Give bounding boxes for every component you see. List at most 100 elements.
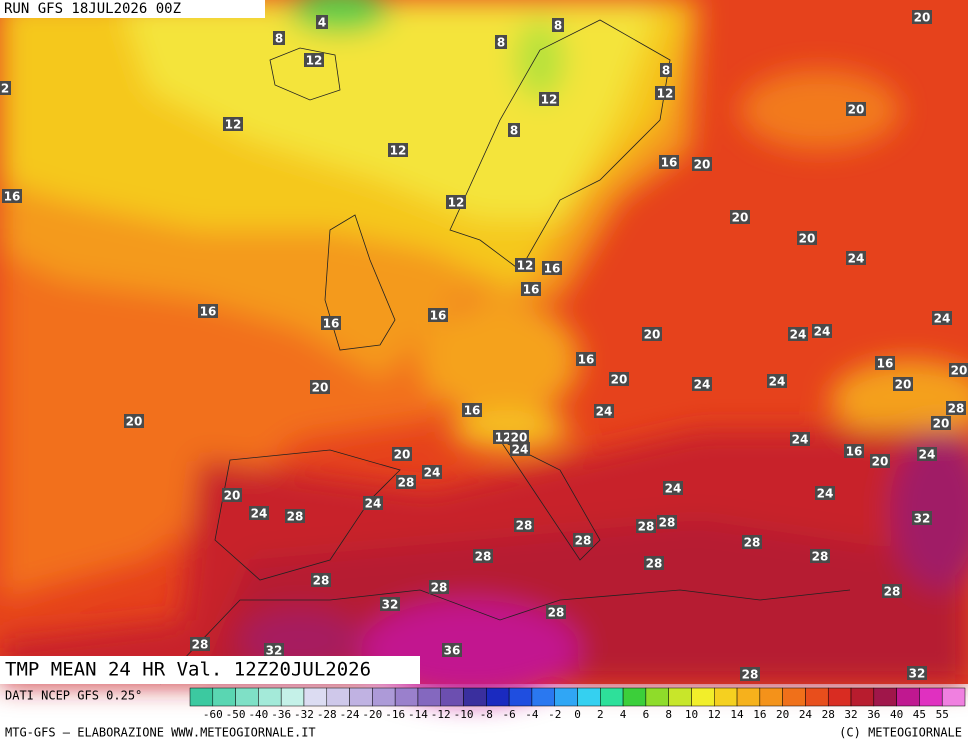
legend-swatch bbox=[873, 687, 897, 707]
legend-label: -60 bbox=[203, 708, 223, 721]
source: DATI NCEP GFS 0.25° bbox=[5, 689, 142, 703]
contour-label: 28 bbox=[948, 402, 965, 416]
credit-left: MTG-GFS — ELABORAZIONE WWW.METEOGIORNALE… bbox=[5, 726, 316, 740]
contour-label: 36 bbox=[444, 644, 461, 658]
contour-label-box bbox=[907, 666, 927, 680]
legend-swatch bbox=[258, 687, 282, 707]
legend-swatch bbox=[326, 687, 350, 707]
legend-label: -16 bbox=[385, 708, 405, 721]
contour-label-box bbox=[642, 327, 662, 341]
contour-label: 28 bbox=[287, 510, 304, 524]
contour-label-box bbox=[388, 143, 408, 157]
contour-label-box bbox=[510, 442, 530, 456]
legend-label: 12 bbox=[708, 708, 721, 721]
contour-label: 24 bbox=[694, 378, 711, 392]
legend-swatch bbox=[394, 687, 419, 707]
contour-label-box bbox=[812, 324, 832, 338]
legend-swatch bbox=[645, 687, 669, 707]
contour-label: 20 bbox=[312, 381, 329, 395]
contour-label-box bbox=[846, 102, 866, 116]
contour-label-box bbox=[509, 430, 529, 444]
legend-swatch bbox=[440, 687, 464, 707]
legend-swatch bbox=[714, 687, 738, 707]
legend-swatch bbox=[486, 687, 510, 707]
contour-label-box bbox=[846, 251, 866, 265]
legend-label: 40 bbox=[890, 708, 903, 721]
contour-label: 20 bbox=[224, 489, 241, 503]
contour-label: 20 bbox=[799, 232, 816, 246]
contour-label-box bbox=[636, 519, 656, 533]
legend-label: -40 bbox=[248, 708, 268, 721]
legend-label: 16 bbox=[753, 708, 766, 721]
legend-label: 0 bbox=[574, 708, 581, 721]
contour-label-box bbox=[692, 157, 712, 171]
legend-label: 10 bbox=[685, 708, 698, 721]
legend-swatch bbox=[736, 687, 761, 707]
legend-label: 8 bbox=[665, 708, 672, 721]
contour-label-box bbox=[663, 481, 683, 495]
contour-label: 12 bbox=[225, 118, 242, 132]
contour-label: 20 bbox=[895, 378, 912, 392]
contour-label: 12 bbox=[448, 196, 465, 210]
contour-label: 20 bbox=[848, 103, 865, 117]
contour-label-box bbox=[428, 308, 448, 322]
contour-label: 24 bbox=[814, 325, 831, 339]
contour-label: 28 bbox=[638, 520, 655, 534]
contour-label-box bbox=[273, 31, 285, 45]
legend-swatch bbox=[827, 687, 852, 707]
contour-label-box bbox=[363, 496, 383, 510]
contour-label: 8 bbox=[510, 124, 518, 138]
contour-label: 12 bbox=[541, 93, 558, 107]
contour-label: 24 bbox=[817, 487, 834, 501]
legend-label: 45 bbox=[913, 708, 926, 721]
contour-label-box bbox=[285, 509, 305, 523]
contour-label: 32 bbox=[382, 598, 399, 612]
contour-label: 24 bbox=[919, 448, 936, 462]
contour-label-box bbox=[875, 356, 895, 370]
contour-label-box bbox=[815, 486, 835, 500]
contour-label-box bbox=[0, 81, 11, 95]
contour-label: 12 bbox=[306, 54, 323, 68]
legend-label: -32 bbox=[294, 708, 314, 721]
contour-label-box bbox=[542, 261, 562, 275]
contour-label-box bbox=[446, 195, 466, 209]
contour-label: 28 bbox=[475, 550, 492, 564]
legend-swatch bbox=[668, 687, 692, 707]
contour-label-box bbox=[442, 643, 462, 657]
title-box bbox=[0, 656, 420, 684]
legend-swatch bbox=[554, 687, 578, 707]
contour-label-box bbox=[740, 667, 760, 681]
contour-label: 28 bbox=[659, 516, 676, 530]
contour-label-box bbox=[893, 377, 913, 391]
contour-label: 32 bbox=[909, 667, 926, 681]
contour-label: 20 bbox=[933, 417, 950, 431]
contour-label: 28 bbox=[516, 519, 533, 533]
legend-swatch bbox=[189, 687, 214, 707]
contour-label: 16 bbox=[544, 262, 561, 276]
contour-label: 24 bbox=[596, 405, 613, 419]
contour-label-box bbox=[264, 643, 284, 657]
legend-label: -36 bbox=[271, 708, 291, 721]
contour-label: 28 bbox=[744, 536, 761, 550]
contour-label: 28 bbox=[192, 638, 209, 652]
header: RUN GFS 18JUL2026 00Z bbox=[4, 1, 181, 17]
legend-label: 20 bbox=[776, 708, 789, 721]
contour-label-box bbox=[912, 511, 932, 525]
legend-label: 6 bbox=[643, 708, 650, 721]
contour-label: 20 bbox=[694, 158, 711, 172]
contour-label: 24 bbox=[365, 497, 382, 511]
contour-label: 16 bbox=[661, 156, 678, 170]
contour-label: 24 bbox=[790, 328, 807, 342]
contour-label-box bbox=[223, 117, 243, 131]
contour-label: 8 bbox=[662, 64, 670, 78]
contour-label-box bbox=[912, 10, 932, 24]
contour-label-box bbox=[508, 123, 520, 137]
contour-label-box bbox=[790, 432, 810, 446]
legend-swatch bbox=[577, 687, 601, 707]
contour-label: 4 bbox=[318, 16, 326, 30]
contour-label-box bbox=[552, 18, 564, 32]
contour-label-box bbox=[462, 403, 482, 417]
contour-label: 24 bbox=[665, 482, 682, 496]
